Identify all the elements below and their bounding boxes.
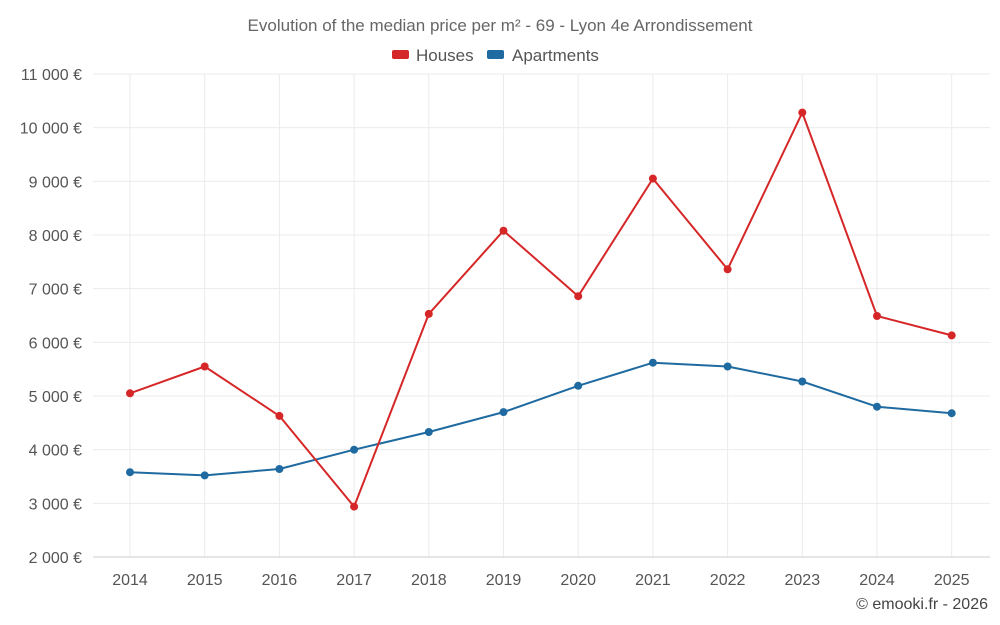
y-tick-label-5000: 5 000 €: [29, 389, 82, 406]
y-tick-label-7000: 7 000 €: [29, 282, 82, 299]
series-apartments: [126, 358, 956, 480]
point-houses-2025[interactable]: [947, 331, 956, 340]
point-apartments-2025[interactable]: [947, 409, 956, 418]
series-line-apartments: [129, 361, 953, 477]
x-axis-ticks: 2014 2015 2016 2017 2018 2019 2020 2021 2022 2023…: [112, 572, 969, 589]
x-gridlines: [129, 74, 953, 557]
legend: Houses Apartments: [392, 46, 599, 65]
y-tick-label-2000: 2 000 €: [29, 550, 82, 567]
series-houses: [126, 108, 956, 511]
x-tick-label-2016: 2016: [262, 572, 298, 589]
y-tick-label-10000: 10 000 €: [20, 121, 82, 138]
point-houses-2015[interactable]: [200, 362, 209, 371]
legend-swatch-apartments: [487, 50, 504, 59]
credit-text: © emooki.fr - 2026: [856, 596, 988, 613]
legend-item-apartments[interactable]: Apartments: [487, 46, 599, 65]
point-houses-2014[interactable]: [126, 389, 134, 398]
point-apartments-2019[interactable]: [499, 408, 508, 417]
x-tick-label-2024: 2024: [859, 572, 895, 589]
x-tick-label-2019: 2019: [486, 572, 522, 589]
point-apartments-2024[interactable]: [873, 402, 881, 411]
point-apartments-2021[interactable]: [648, 358, 657, 367]
y-tick-label-3000: 3 000 €: [29, 496, 82, 513]
series-layer: [126, 108, 956, 511]
point-houses-2016[interactable]: [275, 411, 284, 420]
x-tick-label-2017: 2017: [336, 572, 372, 589]
point-houses-2019[interactable]: [499, 226, 508, 235]
x-tick-label-2014: 2014: [112, 572, 148, 589]
point-houses-2024[interactable]: [873, 312, 881, 320]
x-tick-label-2023: 2023: [785, 572, 821, 589]
y-gridlines: [93, 73, 990, 504]
x-tick-label-2022: 2022: [710, 572, 746, 589]
y-axis-ticks: 2 000 € 3 000 € 4 000 € 5 000 € 6 000 € 7 000…: [20, 67, 82, 567]
point-apartments-2023[interactable]: [798, 377, 807, 386]
y-tick-label-8000: 8 000 €: [29, 228, 82, 245]
x-tick-label-2018: 2018: [411, 572, 447, 589]
x-tick-label-2021: 2021: [635, 572, 671, 589]
point-apartments-2017[interactable]: [350, 445, 359, 454]
y-tick-label-4000: 4 000 €: [29, 443, 82, 460]
chart-title: Evolution of the median price per m² - 6…: [248, 16, 753, 35]
point-apartments-2015[interactable]: [200, 471, 209, 480]
point-houses-2018[interactable]: [424, 309, 433, 318]
point-apartments-2014[interactable]: [126, 468, 134, 477]
point-houses-2017[interactable]: [350, 502, 359, 511]
legend-label-houses: Houses: [416, 46, 474, 65]
point-apartments-2016[interactable]: [275, 465, 284, 473]
point-apartments-2020[interactable]: [574, 381, 583, 390]
x-tick-label-2015: 2015: [187, 572, 223, 589]
point-houses-2020[interactable]: [574, 292, 583, 301]
legend-item-houses[interactable]: Houses: [392, 46, 474, 65]
x-tick-label-2020: 2020: [560, 572, 596, 589]
point-houses-2023[interactable]: [798, 108, 807, 117]
point-houses-2021[interactable]: [648, 174, 657, 183]
y-tick-label-9000: 9 000 €: [29, 174, 82, 191]
legend-swatch-houses: [392, 50, 409, 59]
x-tick-label-2025: 2025: [934, 572, 970, 589]
point-apartments-2018[interactable]: [424, 428, 433, 436]
series-line-houses: [129, 111, 953, 508]
point-houses-2022[interactable]: [723, 265, 732, 274]
legend-label-apartments: Apartments: [512, 46, 599, 65]
y-tick-label-11000: 11 000 €: [21, 67, 82, 84]
point-apartments-2022[interactable]: [723, 362, 732, 371]
y-tick-label-6000: 6 000 €: [29, 335, 82, 352]
